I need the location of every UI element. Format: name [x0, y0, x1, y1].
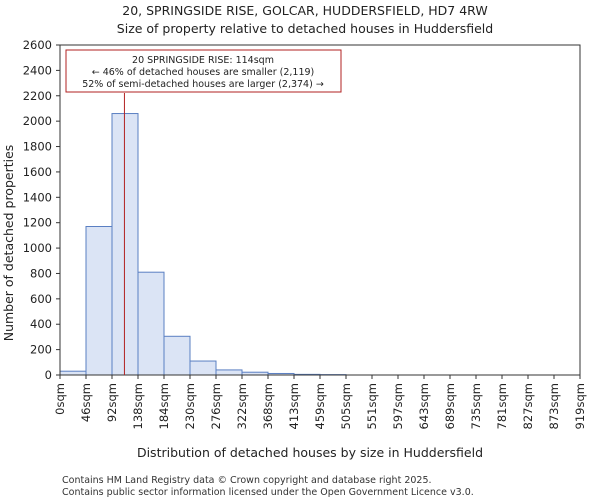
x-tick-label: 459sqm [313, 383, 327, 429]
annotation-line-3: 52% of semi-detached houses are larger (… [82, 79, 324, 90]
x-tick-label: 46sqm [79, 383, 93, 422]
y-tick-label: 1200 [23, 216, 52, 230]
x-tick-label: 689sqm [443, 383, 457, 429]
x-tick-label: 827sqm [521, 383, 535, 429]
x-tick-label: 92sqm [105, 383, 119, 422]
x-tick-label: 413sqm [287, 383, 301, 429]
y-axis-ticks: 0 200 400 600 800 1000 1200 1400 1600 1800 2000 220… [23, 38, 60, 382]
y-tick-label: 1800 [23, 140, 52, 154]
histogram-bar [111, 113, 139, 376]
bar-series [59, 113, 347, 376]
histogram-bar [163, 335, 191, 376]
footer-line-2: Contains public sector information licen… [62, 487, 474, 498]
y-tick-label: 400 [30, 317, 52, 331]
histogram-bar [85, 226, 113, 376]
x-tick-label: 873sqm [547, 383, 561, 429]
y-tick-label: 200 [30, 343, 52, 357]
x-tick-label: 919sqm [573, 383, 587, 429]
x-tick-label: 643sqm [417, 383, 431, 429]
footer-line-1: Contains HM Land Registry data © Crown c… [62, 475, 432, 486]
y-tick-label: 800 [30, 266, 52, 280]
x-tick-label: 322sqm [235, 383, 249, 429]
annotation-frame [65, 49, 342, 93]
x-tick-label: 597sqm [391, 383, 405, 429]
x-axis-label: Distribution of detached houses by size … [137, 445, 483, 460]
histogram-bar [215, 369, 243, 376]
x-tick-label: 0sqm [53, 383, 67, 415]
histogram-bar [189, 360, 217, 376]
y-axis-label: Number of detached properties [1, 145, 16, 342]
x-tick-label: 551sqm [365, 383, 379, 429]
plot-area-frame [59, 44, 581, 376]
y-tick-label: 1400 [23, 190, 52, 204]
x-tick-label: 230sqm [183, 383, 197, 429]
y-tick-label: 2600 [23, 38, 52, 52]
x-tick-label: 781sqm [495, 383, 509, 429]
y-tick-label: 600 [30, 292, 52, 306]
chart-subtitle: Size of property relative to detached ho… [117, 21, 493, 36]
histogram-bar [59, 370, 87, 376]
x-tick-label: 505sqm [339, 383, 353, 429]
x-tick-label: 735sqm [469, 383, 483, 429]
y-tick-label: 2400 [23, 63, 52, 77]
annotation-line-2: ← 46% of detached houses are smaller (2,… [92, 67, 315, 78]
y-tick-label: 2200 [23, 89, 52, 103]
x-tick-label: 138sqm [131, 383, 145, 429]
y-tick-label: 1600 [23, 165, 52, 179]
y-tick-label: 2000 [23, 114, 52, 128]
x-tick-label: 184sqm [157, 383, 171, 429]
y-tick-label: 1000 [23, 241, 52, 255]
annotation-box: 20 SPRINGSIDE RISE: 114sqm ← 46% of deta… [65, 49, 342, 93]
chart-title: 20, SPRINGSIDE RISE, GOLCAR, HUDDERSFIEL… [122, 3, 487, 18]
y-tick-label: 0 [45, 368, 52, 382]
x-tick-label: 276sqm [209, 383, 223, 429]
x-axis-ticks: 0sqm 46sqm 92sqm 138sqm 184sqm 230sqm 276sqm 32… [53, 375, 587, 429]
x-tick-label: 368sqm [261, 383, 275, 429]
histogram-bar [137, 271, 165, 376]
annotation-line-1: 20 SPRINGSIDE RISE: 114sqm [132, 55, 274, 66]
